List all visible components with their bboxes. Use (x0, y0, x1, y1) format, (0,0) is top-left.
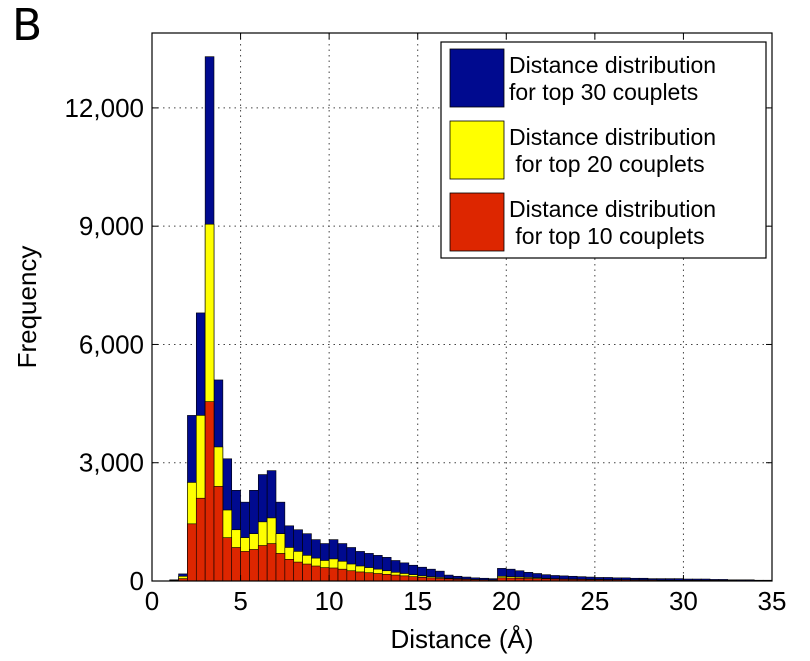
y-tick-label-0: 0 (130, 566, 144, 596)
legend-entry-3: Distance distribution for top 10 couplet… (509, 196, 716, 249)
bar-s3-19 (337, 568, 348, 582)
bar-s3-25 (390, 574, 401, 582)
bar-s3-12 (275, 553, 286, 582)
bar-s3-4 (204, 401, 215, 582)
bar-s3-17 (319, 567, 330, 582)
bar-s3-16 (311, 565, 321, 582)
legend-swatch-3 (449, 192, 505, 252)
bar-s3-14 (293, 561, 303, 582)
legend-entry-1: Distance distribution for top 30 couplets (509, 52, 716, 105)
bar-s3-15 (302, 563, 312, 582)
bar-s3-27 (408, 576, 419, 582)
legend: Distance distribution for top 30 couplets… (440, 41, 767, 259)
bar-s3-8 (240, 551, 250, 582)
bar-s3-24 (381, 573, 392, 582)
bar-s3-21 (355, 571, 365, 582)
plot-frame (151, 32, 773, 582)
x-tick-label-1: 5 (233, 586, 247, 616)
grid-lines (152, 33, 772, 581)
bar-s3-18 (328, 567, 339, 582)
x-axis-title: Distance (Å) (390, 624, 533, 654)
axis-ticks (151, 33, 773, 582)
bar-s3-2 (187, 523, 197, 582)
x-tick-label-0: 0 (145, 586, 159, 616)
y-tick-label-2: 6,000 (79, 329, 144, 359)
bar-s3-10 (257, 545, 268, 582)
x-tick-label-2: 10 (315, 586, 344, 616)
bar-s3-9 (249, 549, 259, 582)
bar-s3-3 (195, 497, 206, 582)
panel-label: B (12, 0, 43, 51)
x-tick-label-3: 15 (403, 586, 432, 616)
y-tick-label-3: 9,000 (79, 211, 144, 241)
bar-s3-13 (284, 559, 295, 582)
bar-s3-26 (399, 575, 410, 582)
y-tick-label-1: 3,000 (79, 448, 144, 478)
bar-s3-5 (213, 486, 224, 582)
bar-s3-6 (222, 537, 233, 582)
legend-entry-2: Distance distribution for top 20 couplet… (509, 124, 716, 177)
x-tick-label-6: 30 (669, 586, 698, 616)
bar-s3-7 (231, 547, 241, 582)
y-axis-title: Frequency (12, 246, 42, 369)
bar-s3-11 (266, 543, 277, 582)
bar-s3-22 (364, 572, 374, 582)
bar-s3-20 (346, 570, 357, 582)
x-tick-label-4: 20 (492, 586, 521, 616)
x-tick-label-5: 25 (580, 586, 609, 616)
x-tick-label-7: 35 (758, 586, 787, 616)
legend-swatch-1 (449, 48, 505, 108)
bar-s3-23 (373, 573, 383, 582)
legend-swatch-2 (449, 120, 505, 180)
tick-labels: 0 5 10 15 20 25 30 35 0 3,000 6,000 9,000 12,000 (64, 93, 786, 616)
y-tick-label-4: 12,000 (64, 93, 144, 123)
